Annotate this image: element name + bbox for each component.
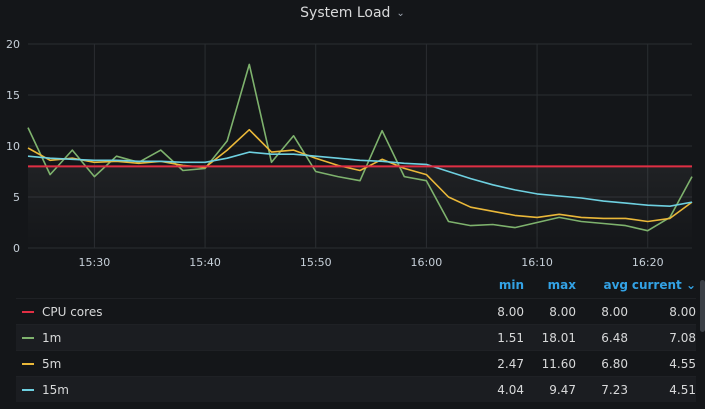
legend-scrollbar[interactable] (700, 280, 705, 332)
x-tick-label: 15:40 (189, 256, 221, 269)
min-value: 1.51 (497, 330, 524, 345)
sort-chevron-icon[interactable]: ⌄ (685, 278, 696, 292)
y-tick-label: 10 (6, 140, 20, 153)
x-axis: 15:30 15:40 15:50 16:00 16:10 16:20 (79, 256, 664, 269)
series-line-1m[interactable] (27, 63, 693, 232)
chevron-down-icon[interactable]: ⌄ (396, 7, 405, 19)
x-tick-label: 15:50 (300, 256, 332, 269)
y-tick-label: 15 (6, 89, 20, 102)
legend-row-5m[interactable]: 5m 2.47 11.60 6.80 4.55 (16, 350, 696, 376)
avg-value: 7.23 (601, 382, 628, 397)
legend-header: min max avg current ⌄ (16, 272, 696, 298)
y-axis: 0 5 10 15 20 (6, 38, 20, 255)
min-value: 4.04 (497, 382, 524, 397)
legend-table: min max avg current ⌄ CPU cores 8.00 8.0… (16, 272, 696, 402)
current-column-header[interactable]: current ⌄ (631, 278, 696, 292)
min-value: 2.47 (497, 356, 524, 371)
min-column-header[interactable]: min (498, 278, 524, 292)
y-tick-label: 0 (13, 242, 20, 255)
series-color-swatch[interactable] (22, 310, 34, 313)
current-value: 4.51 (669, 382, 696, 397)
current-value: 4.55 (669, 356, 696, 371)
max-value: 8.00 (549, 304, 576, 319)
series-name[interactable]: 15m (42, 382, 69, 397)
max-value: 9.47 (549, 382, 576, 397)
avg-column-header[interactable]: avg (603, 278, 628, 292)
max-value: 18.01 (541, 330, 576, 345)
current-value: 7.08 (669, 330, 696, 345)
max-column-header[interactable]: max (547, 278, 576, 292)
avg-value: 8.00 (601, 304, 628, 319)
x-tick-label: 15:30 (79, 256, 111, 269)
series-line-5m[interactable] (27, 128, 693, 223)
series-name[interactable]: 5m (42, 356, 62, 371)
series-line-15m[interactable] (27, 151, 693, 207)
y-tick-label: 20 (6, 38, 20, 51)
panel-title[interactable]: System Load (300, 5, 391, 21)
series-areas (28, 166, 692, 248)
legend-row-15m[interactable]: 15m 4.04 9.47 7.23 4.51 (16, 376, 696, 402)
legend-row-1m[interactable]: 1m 1.51 18.01 6.48 7.08 (16, 324, 696, 350)
legend-row-cpu-cores[interactable]: CPU cores 8.00 8.00 8.00 8.00 (16, 298, 696, 324)
series-color-swatch[interactable] (22, 388, 34, 391)
line-chart[interactable]: 0 5 10 15 20 15:30 15:40 15:50 16:00 16:10 16:20 (0, 0, 705, 275)
x-tick-label: 16:10 (521, 256, 553, 269)
series-name[interactable]: CPU cores (42, 304, 103, 319)
x-tick-label: 16:00 (411, 256, 443, 269)
series-name[interactable]: 1m (42, 330, 62, 345)
series-area-cpu-cores (28, 166, 692, 248)
series-lines (27, 63, 693, 232)
current-value: 8.00 (669, 304, 696, 319)
panel-header[interactable]: System Load ⌄ (0, 0, 705, 26)
series-color-swatch[interactable] (22, 362, 34, 365)
series-color-swatch[interactable] (22, 336, 34, 339)
max-value: 11.60 (541, 356, 576, 371)
y-tick-label: 5 (13, 191, 20, 204)
avg-value: 6.48 (601, 330, 628, 345)
min-value: 8.00 (497, 304, 524, 319)
x-tick-label: 16:20 (632, 256, 664, 269)
avg-value: 6.80 (601, 356, 628, 371)
